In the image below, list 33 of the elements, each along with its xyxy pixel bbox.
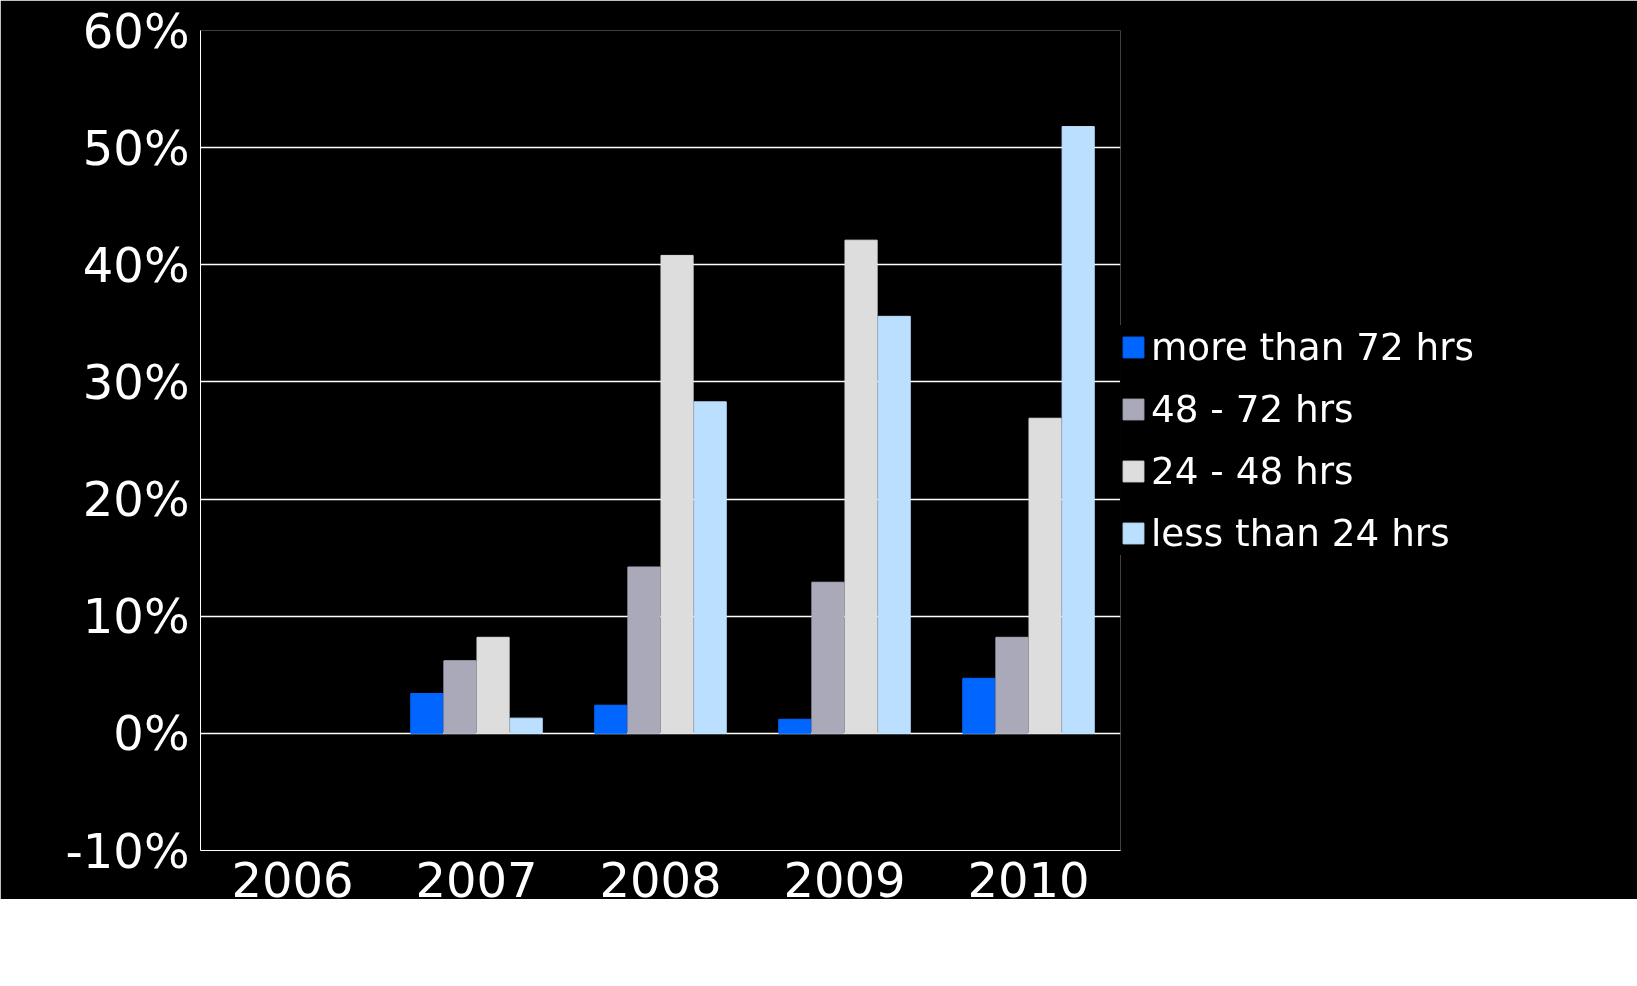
bar	[844, 239, 878, 734]
bar	[1028, 417, 1062, 734]
y-tick-label: 10%	[82, 588, 190, 645]
y-tick-label: 50%	[82, 119, 190, 176]
y-tick-label: 30%	[82, 353, 190, 410]
bar	[410, 693, 444, 734]
y-tick-label: -10%	[65, 822, 190, 879]
bar	[1061, 126, 1095, 734]
x-tick-label: 2007	[415, 851, 538, 908]
bar	[594, 704, 628, 734]
bar	[778, 718, 812, 734]
x-tick-label: 2008	[599, 851, 722, 908]
bar	[509, 717, 543, 734]
legend-label: less than 24 hrs	[1151, 511, 1450, 555]
legend-label: 24 - 48 hrs	[1151, 449, 1354, 493]
bar	[660, 254, 694, 734]
x-tick-label: 2010	[967, 851, 1090, 908]
bar	[443, 660, 477, 734]
bar	[995, 636, 1029, 734]
x-tick-label: 2009	[783, 851, 906, 908]
bar	[627, 566, 661, 734]
bar	[962, 677, 996, 734]
y-tick-label: 40%	[82, 236, 190, 293]
y-tick-label: 0%	[113, 705, 190, 762]
y-tick-label: 20%	[82, 471, 190, 528]
bar	[877, 315, 911, 734]
bar	[693, 401, 727, 734]
x-tick-label: 2006	[231, 851, 354, 908]
legend-label: 48 - 72 hrs	[1151, 387, 1354, 431]
bar	[811, 581, 845, 734]
bar	[476, 636, 510, 734]
legend-label: more than 72 hrs	[1151, 325, 1475, 369]
y-tick-label: 60%	[82, 2, 190, 59]
